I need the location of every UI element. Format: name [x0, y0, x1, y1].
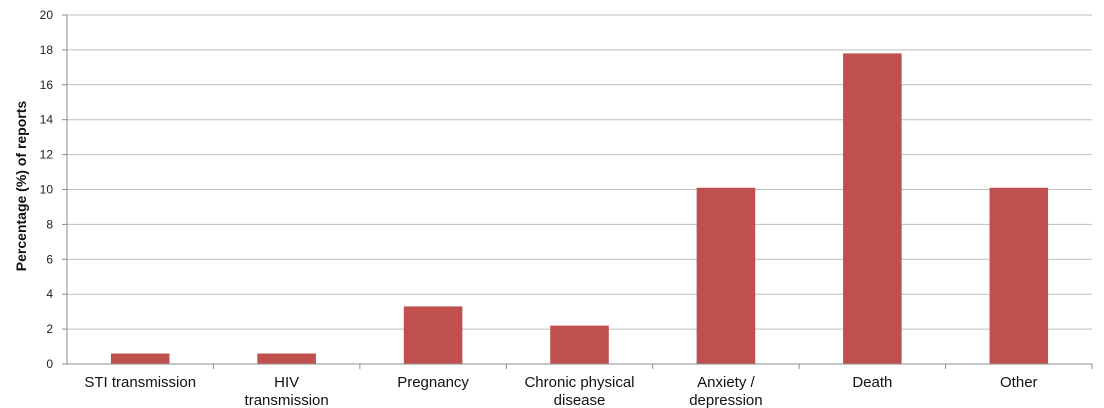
bar: [989, 187, 1049, 364]
bar: [843, 53, 902, 364]
y-axis-title: Percentage (%) of reports: [13, 101, 29, 272]
y-tick-label: 2: [46, 322, 53, 336]
y-tick-label: 10: [40, 183, 54, 197]
x-tick-label: STI transmission: [84, 374, 196, 391]
x-tick-label: Death: [852, 374, 892, 391]
y-tick-label: 20: [40, 8, 54, 22]
bar: [110, 353, 170, 364]
y-tick-label: 14: [40, 113, 54, 127]
x-tick-label: Chronic physical disease: [524, 374, 634, 408]
bar: [550, 325, 609, 364]
y-tick-label: 0: [46, 357, 53, 371]
bar: [403, 306, 463, 364]
x-tick-label: Other: [1000, 374, 1038, 391]
x-tick-label: HIV transmission: [245, 374, 329, 408]
x-tick-label: Pregnancy: [397, 374, 469, 391]
labels: 0 2 4 6 8 10 12 14 16 18 20 STI transmission HIV tran…: [40, 8, 1038, 408]
gridlines: [67, 14, 1092, 330]
y-tick-label: 18: [40, 43, 54, 57]
bar: [696, 187, 756, 364]
bar: [257, 353, 316, 364]
bars: [110, 53, 1049, 364]
y-tick-label: 16: [40, 78, 54, 92]
x-tick-label: Anxiety / depression: [689, 374, 762, 408]
y-tick-label: 6: [46, 252, 53, 266]
y-tick-label: 12: [40, 148, 54, 162]
y-tick-label: 4: [46, 287, 53, 301]
axes: [62, 14, 1093, 369]
y-tick-label: 8: [46, 217, 53, 231]
